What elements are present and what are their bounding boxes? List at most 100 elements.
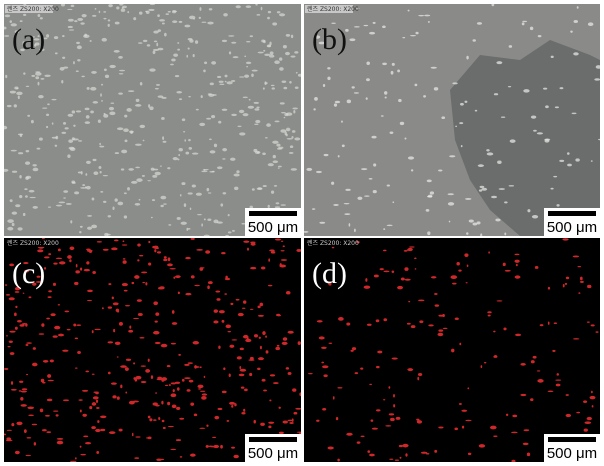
speck	[152, 246, 156, 248]
speck	[545, 105, 549, 108]
speck	[567, 164, 572, 167]
speck	[175, 275, 181, 278]
speck	[360, 368, 363, 370]
speck	[184, 203, 186, 207]
speck	[58, 248, 61, 251]
speck	[458, 270, 461, 272]
speck	[266, 123, 271, 127]
speck	[193, 341, 199, 344]
speck	[220, 445, 223, 449]
speck	[148, 241, 150, 243]
speck	[204, 218, 206, 220]
speck	[396, 417, 401, 420]
speck	[180, 194, 182, 196]
speck	[265, 137, 268, 138]
speck	[162, 23, 165, 25]
header-text: 렌즈 ZS200: X200	[7, 5, 59, 13]
speck	[150, 3, 155, 5]
speck	[352, 347, 356, 350]
speck	[272, 22, 277, 25]
speck	[135, 104, 141, 107]
speck	[322, 365, 328, 368]
speck	[170, 449, 176, 450]
speck	[212, 437, 216, 438]
speck	[361, 436, 365, 437]
speck	[206, 445, 209, 448]
speck	[63, 197, 66, 198]
speck	[55, 145, 58, 147]
speck	[254, 334, 258, 337]
speck	[570, 30, 573, 32]
speck	[83, 436, 88, 438]
speck	[151, 168, 155, 171]
speck	[283, 420, 288, 423]
speck	[103, 175, 108, 176]
speck	[231, 42, 236, 44]
speck	[514, 260, 519, 263]
speck	[35, 76, 39, 79]
speck	[317, 320, 323, 322]
speck	[139, 199, 141, 201]
speck	[246, 41, 250, 42]
speck	[68, 114, 74, 117]
speck	[203, 69, 206, 72]
speck	[219, 81, 224, 83]
speck	[79, 399, 83, 401]
speck	[524, 429, 530, 431]
speck	[117, 202, 123, 206]
speck	[199, 428, 205, 429]
speck	[177, 49, 180, 51]
speck	[140, 365, 146, 367]
speck	[258, 52, 264, 54]
speck	[133, 17, 136, 20]
speck	[46, 114, 49, 116]
speck	[250, 309, 254, 310]
speck	[520, 363, 525, 366]
speck	[225, 75, 228, 78]
speck	[37, 249, 43, 252]
speck	[276, 144, 280, 147]
speck	[231, 405, 233, 408]
speck	[92, 197, 95, 200]
speck	[249, 99, 251, 101]
speck	[25, 195, 28, 198]
speck	[177, 42, 179, 44]
speck	[460, 103, 464, 106]
speck	[355, 372, 359, 374]
speck	[9, 297, 15, 300]
speck	[278, 315, 281, 317]
speck	[186, 55, 188, 58]
speck	[531, 360, 535, 363]
speck	[56, 205, 62, 207]
speck	[241, 223, 245, 225]
speck	[233, 56, 239, 58]
speck	[82, 414, 87, 417]
speck	[181, 182, 185, 185]
speck	[247, 248, 249, 251]
speck	[467, 264, 469, 267]
header-text: 렌즈 ZS200: X200	[307, 239, 359, 247]
speck	[204, 62, 207, 65]
speck	[48, 290, 52, 292]
speck	[126, 359, 131, 361]
speck	[68, 19, 74, 22]
speck	[46, 34, 49, 38]
speck	[244, 55, 246, 57]
speck	[282, 342, 288, 345]
speck	[39, 333, 45, 335]
speck	[251, 243, 256, 246]
speck	[63, 190, 68, 193]
speck	[123, 260, 127, 264]
speck	[175, 75, 179, 77]
speck	[584, 428, 588, 431]
speck	[366, 78, 370, 81]
speck	[119, 70, 125, 72]
speck	[63, 67, 68, 69]
speck	[7, 227, 13, 231]
speck	[557, 373, 559, 376]
speck	[195, 40, 198, 44]
speck	[158, 417, 160, 420]
speck	[480, 186, 485, 188]
speck	[143, 140, 145, 142]
speck	[228, 35, 234, 36]
